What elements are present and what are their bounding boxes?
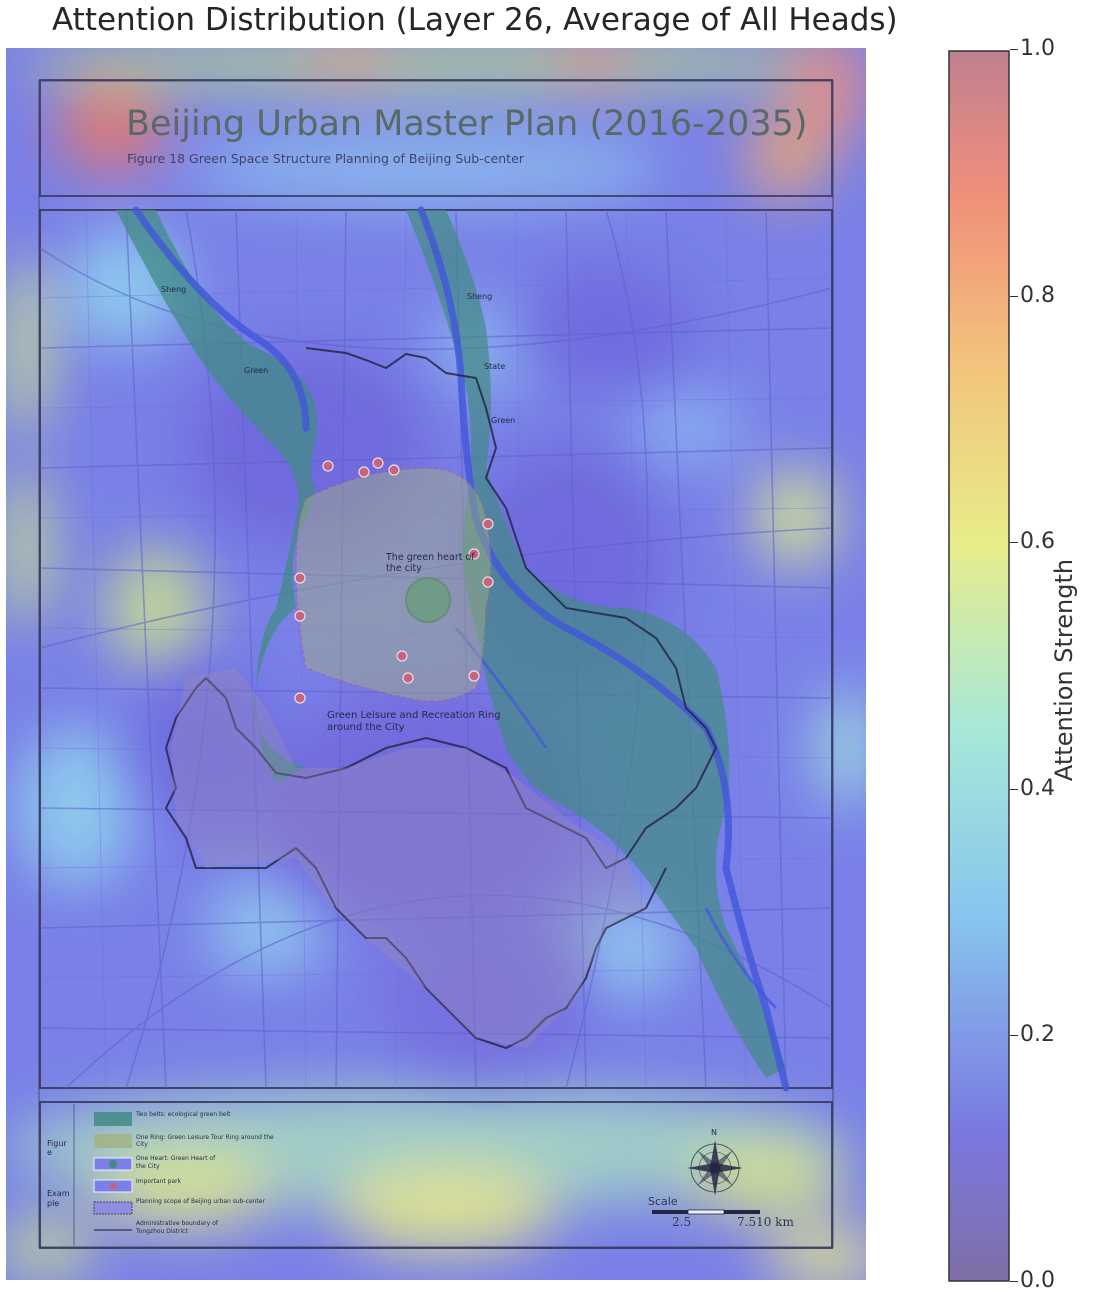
legend-item-one-heart-2: the City bbox=[136, 1163, 160, 1170]
attention-map-panel: Beijing Urban Master Plan (2016-2035) Fi… bbox=[6, 48, 866, 1280]
attention-overlay bbox=[6, 48, 866, 1280]
colorbar-gradient bbox=[948, 50, 1010, 1282]
river-branches bbox=[454, 627, 778, 1010]
scale-bar bbox=[652, 1209, 760, 1215]
label-state: State bbox=[484, 362, 505, 371]
legend-item-admin-boundary-2: Tongzhou District bbox=[135, 1228, 188, 1235]
colorbar-label: Attention Strength bbox=[1050, 558, 1078, 782]
colorbar-tick-0-8: 0.8 bbox=[1010, 283, 1055, 308]
green-leisure-ring bbox=[295, 467, 492, 703]
legend-item-two-belts: Two belts: ecological green belt bbox=[135, 1111, 231, 1118]
legend-item-one-ring-2: City bbox=[136, 1141, 148, 1148]
rivers bbox=[132, 206, 790, 1092]
colorbar-tick-0-6: 0.6 bbox=[1010, 529, 1055, 554]
label-ring-1: Green Leisure and Recreation Ring bbox=[327, 710, 501, 721]
figure-title: Attention Distribution (Layer 26, Averag… bbox=[52, 2, 898, 38]
compass-north-label: N bbox=[711, 1128, 717, 1137]
map-subheading: Figure 18 Green Space Structure Planning… bbox=[127, 151, 525, 166]
legend-side-label-4: ple bbox=[47, 1199, 59, 1208]
colorbar-tick-0-2: 0.2 bbox=[1010, 1022, 1055, 1047]
label-green-heart-2: the city bbox=[386, 563, 422, 574]
label-sheng-right: Sheng bbox=[467, 292, 492, 301]
map-heading: Beijing Urban Master Plan (2016-2035) bbox=[126, 104, 808, 144]
label-green-left: Green bbox=[244, 366, 268, 375]
label-green-heart-1: The green heart of bbox=[385, 552, 475, 563]
label-ring-2: around the City bbox=[327, 722, 405, 733]
legend-swatches bbox=[93, 1112, 133, 1231]
heading-box bbox=[39, 79, 833, 197]
legend-side-label-1: Figur bbox=[47, 1139, 67, 1148]
scale-value-2: 7.510 km bbox=[737, 1215, 794, 1229]
legend-item-one-heart-1: One Heart: Green Heart of bbox=[136, 1155, 216, 1162]
green-heart-of-city bbox=[405, 577, 451, 623]
scale-label: Scale bbox=[648, 1195, 678, 1208]
legend-item-planning-scope: Planning scope of Beijing urban sub-cent… bbox=[136, 1198, 265, 1205]
colorbar-tick-0-4: 0.4 bbox=[1010, 776, 1055, 801]
compass-rose-icon bbox=[687, 1140, 743, 1196]
legend-item-one-ring-1: One Ring: Green Leisure Tour Ring around… bbox=[136, 1134, 274, 1141]
sub-center-boundary bbox=[164, 347, 718, 1050]
tongzhou-district-fill bbox=[171, 668, 646, 1048]
label-sheng-left: Sheng bbox=[161, 285, 186, 294]
legend-side-label-2: e bbox=[47, 1148, 52, 1157]
colorbar bbox=[948, 50, 1010, 1282]
scale-value-1: 2.5 bbox=[672, 1215, 691, 1229]
legend-side-label-3: Exam bbox=[47, 1189, 70, 1198]
legend-item-admin-boundary-1: Administrative boundary of bbox=[136, 1220, 219, 1227]
legend-item-important-park: Important park bbox=[136, 1178, 182, 1185]
green-belt-west bbox=[116, 210, 318, 783]
important-parks bbox=[294, 457, 494, 704]
legend-box bbox=[39, 1101, 833, 1249]
colorbar-tick-1-0: 1.0 bbox=[1010, 36, 1055, 61]
colorbar-tick-0-0: 0.0 bbox=[1010, 1268, 1055, 1293]
label-green-right: Green bbox=[491, 416, 515, 425]
